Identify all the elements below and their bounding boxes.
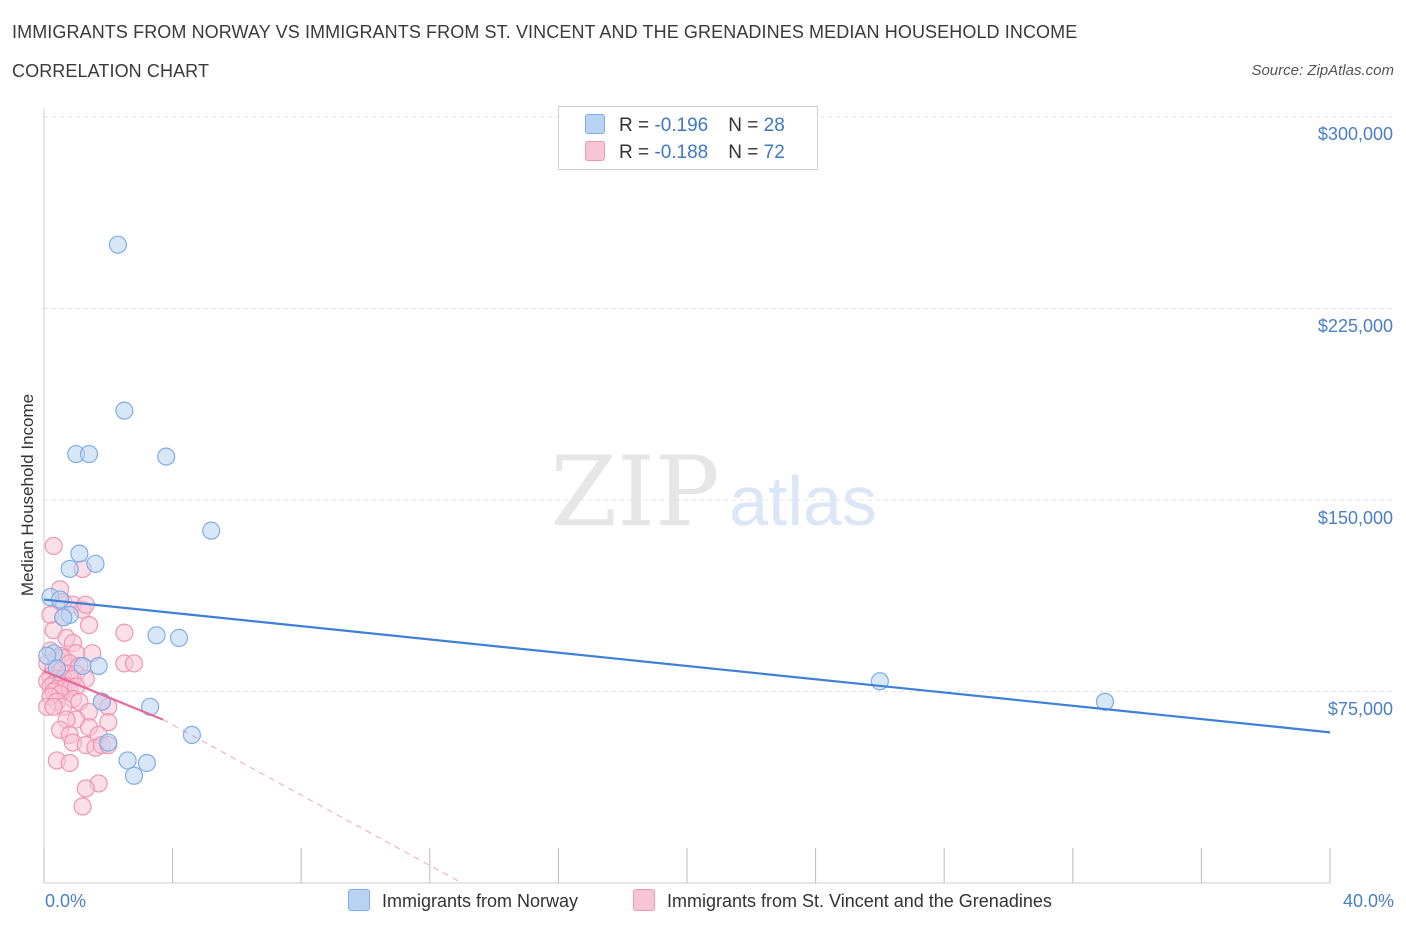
legend-norway-r-value: -0.196 [654,115,709,136]
bottom-legend-norway-label: Immigrants from Norway [382,891,579,911]
legend-svg-r-label: R = [619,142,655,163]
norway-point-7 [86,554,105,573]
bottom-legend-swatch-svg [633,889,655,911]
legend-norway-n-label: N = [728,115,764,136]
legend-svg-r-value: -0.188 [654,142,709,163]
y-axis-label: Median Household Income [18,393,37,597]
norway-trend-line [43,598,1331,734]
norway-point-13 [147,626,166,645]
norway-point-26 [118,751,137,770]
legend-svg-n-value: 72 [763,142,785,163]
norway-point-28 [124,766,144,785]
legend-row-norway: R = -0.196 N = 28 [585,114,785,138]
norway-point-24 [182,725,201,745]
legend-row-svg: R = -0.188 N = 72 [585,141,785,165]
y-tick-300000: $300,000 [1318,124,1393,144]
source-credit: Source: ZipAtlas.com [1251,62,1394,79]
x-axis-min-label: 0.0% [45,891,87,911]
chart-title-line2: CORRELATION CHART [12,61,210,81]
trend-lines [43,598,1331,884]
chart-title-line1: IMMIGRANTS FROM NORWAY VS IMMIGRANTS FRO… [12,22,1078,42]
norway-point-27 [137,753,156,773]
gridlines [44,116,1395,692]
axes [43,108,1331,884]
y-tick-150000: $150,000 [1318,508,1393,528]
norway-point-25 [99,733,118,752]
y-tick-75000: $75,000 [1328,699,1393,719]
norway-point-8 [60,559,79,579]
norway-point-3 [79,444,99,464]
watermark-atlas: atlas [729,462,877,540]
x-axis-max-label: 40.0% [1342,891,1394,911]
legend-norway-r-label: R = [619,115,655,136]
norway-point-12 [54,608,73,627]
bottom-legend-svg: Immigrants from St. Vincent and the Gren… [633,889,1052,912]
norway-point-5 [202,521,221,540]
zipatlas-watermark: ZIP atlas [550,436,877,548]
legend-norway-n-value: 28 [763,115,785,136]
norway-point-14 [169,628,189,647]
norway-point-0 [108,235,128,254]
norway-point-18 [89,656,108,676]
stats-legend: R = -0.196 N = 28 R = -0.188 N = 72 [558,106,818,170]
watermark-zip: ZIP [550,436,719,548]
legend-swatch-svg [585,141,605,161]
norway-point-4 [157,447,176,466]
bottom-legend-swatch-norway [348,889,370,911]
norway-point-17 [73,656,92,676]
bottom-legend-svg-label: Immigrants from St. Vincent and the Gren… [667,891,1052,911]
legend-swatch-norway [585,114,605,134]
y-tick-225000: $225,000 [1318,316,1393,336]
norway-point-16 [38,646,57,665]
norway-point-1 [115,401,134,420]
svg-trend-line [43,670,164,721]
svg-trend-extension [162,719,463,884]
y-tick-labels: $300,000 $225,000 $150,000 $75,000 [1318,124,1393,719]
legend-svg-n-label: N = [728,142,764,163]
bottom-legend-norway: Immigrants from Norway [348,889,578,912]
norway-point-6 [70,544,89,563]
